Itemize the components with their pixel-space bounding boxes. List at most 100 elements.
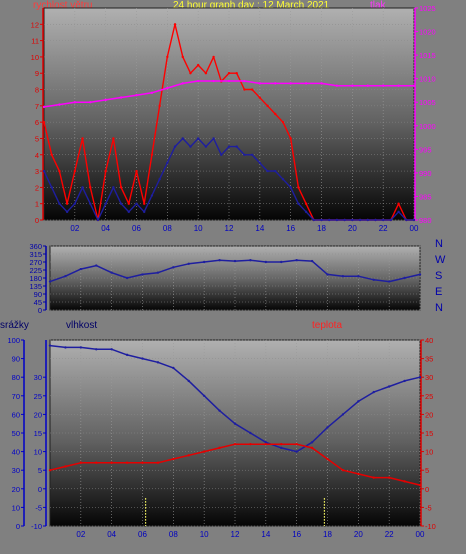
y-tick-right-1-1020: 1020: [419, 28, 436, 37]
humidity-point-3-3: [95, 348, 98, 351]
gust-point-1-19: [189, 72, 192, 75]
gust-point-1-2: [58, 169, 61, 173]
direction-point-2-23: [403, 276, 406, 280]
humidity-point-3-13: [249, 431, 252, 435]
x-tick-3-02: 02: [76, 530, 85, 539]
compass-w: W: [435, 254, 446, 266]
gust-point-1-0: [42, 120, 46, 124]
average-wind-point-1-47: [405, 218, 408, 222]
temperature-point-3-19: [341, 469, 345, 472]
pressure-point-1-7: [150, 91, 154, 95]
average-wind-point-1-15: [158, 178, 161, 181]
average-wind-point-1-45: [389, 218, 393, 222]
x-tick-1-20: 20: [348, 224, 357, 233]
x-tick-1-12: 12: [225, 224, 234, 233]
gust-point-1-16: [166, 55, 169, 59]
y-tick-temperature-3-25: 25: [425, 392, 433, 401]
direction-point-2-13: [249, 259, 252, 262]
temperature-point-3-15: [280, 442, 283, 446]
direction-point-2-7: [156, 271, 160, 274]
y-tick-left-1-8: 8: [35, 86, 39, 95]
direction-point-2-22: [387, 280, 391, 283]
y-tick-rain-3-0: 0: [16, 522, 20, 531]
pressure-point-1-3: [89, 101, 92, 104]
humidity-point-3-14: [264, 441, 268, 444]
temperature-label: teplota: [312, 320, 343, 331]
direction-point-2-20: [357, 275, 360, 278]
gust-point-1-17: [173, 23, 177, 26]
average-wind-point-1-35: [312, 218, 315, 222]
average-wind-point-1-11: [127, 210, 130, 214]
gust-point-1-46: [397, 202, 400, 205]
direction-point-2-24: [418, 273, 422, 276]
average-wind-point-1-26: [243, 153, 246, 156]
y-tick-direction-2-270: 270: [29, 258, 42, 267]
gust-point-1-22: [212, 55, 215, 59]
direction-point-2-12: [233, 259, 237, 263]
average-wind-point-1-7: [96, 218, 100, 222]
y-tick-right-1-1005: 1005: [419, 98, 436, 107]
gust-point-1-1: [50, 153, 53, 156]
humidity-point-3-22: [387, 385, 391, 388]
humidity-point-3-6: [141, 357, 144, 360]
average-wind-point-1-23: [220, 153, 223, 156]
temperature-point-3-12: [233, 442, 237, 446]
gust-point-1-4: [73, 169, 77, 173]
y-tick-humidity-3-5: 5: [38, 466, 42, 475]
temperature-point-3-8: [172, 457, 175, 461]
y-tick-left-1-2: 2: [35, 183, 39, 192]
y-tick-left-1-4: 4: [35, 151, 39, 160]
y-tick-humidity-3-15: 15: [34, 429, 42, 438]
x-tick-3-14: 14: [261, 530, 270, 539]
pressure-point-1-4: [104, 98, 107, 102]
graph-title: 24 hour graph day : 12 March 2021: [173, 0, 330, 11]
direction-point-2-0: [48, 280, 52, 283]
direction-point-2-6: [141, 273, 144, 276]
direction-point-2-8: [172, 266, 175, 269]
pressure-point-1-5: [119, 96, 123, 99]
pressure-point-1-23: [397, 84, 400, 87]
average-wind-point-1-17: [173, 145, 177, 148]
pressure-point-1-11: [212, 79, 215, 83]
y-tick-right-1-1015: 1015: [419, 51, 436, 60]
x-tick-1-22: 22: [379, 224, 388, 233]
pressure-point-1-15: [274, 82, 277, 85]
y-tick-right-1-980: 980: [419, 216, 432, 225]
temperature-point-3-16: [295, 442, 298, 446]
humidity-point-3-20: [357, 400, 360, 403]
average-wind-point-1-0: [42, 169, 46, 173]
average-wind-point-1-4: [73, 202, 77, 205]
humidity-point-3-11: [218, 409, 221, 412]
y-tick-left-1-12: 12: [31, 20, 39, 29]
y-tick-left-1-10: 10: [31, 53, 39, 62]
y-tick-left-1-0: 0: [35, 216, 39, 225]
x-tick-3-12: 12: [231, 530, 240, 539]
average-wind-point-1-9: [112, 186, 115, 189]
average-wind-point-1-12: [135, 202, 138, 205]
y-tick-temperature-3-30: 30: [425, 373, 433, 382]
average-wind-point-1-3: [65, 210, 69, 214]
compass-n-bottom: N: [435, 302, 443, 314]
x-tick-1-06: 06: [132, 224, 141, 233]
y-tick-direction-2-180: 180: [29, 274, 42, 283]
average-wind-point-1-43: [374, 218, 377, 222]
humidity-point-3-5: [125, 353, 129, 357]
average-wind-point-1-25: [235, 145, 238, 148]
average-wind-point-1-41: [358, 218, 362, 222]
average-wind-point-1-44: [381, 218, 385, 222]
gust-point-1-8: [104, 169, 107, 173]
y-tick-humidity-3-20: 20: [34, 410, 42, 419]
temperature-point-3-14: [264, 442, 268, 446]
y-tick-direction-2-90: 90: [34, 290, 42, 299]
y-tick-rain-3-40: 40: [12, 448, 20, 457]
wind-speed-label: rychlost větru: [33, 0, 93, 11]
average-wind-point-1-21: [204, 145, 208, 148]
humidity-point-3-15: [280, 446, 283, 450]
y-tick-right-1-990: 990: [419, 169, 432, 178]
y-tick-right-1-985: 985: [419, 192, 432, 201]
direction-point-2-16: [295, 259, 298, 262]
y-tick-left-1-6: 6: [35, 118, 39, 127]
pressure-point-1-1: [58, 103, 61, 106]
compass-n-top: N: [435, 238, 443, 250]
